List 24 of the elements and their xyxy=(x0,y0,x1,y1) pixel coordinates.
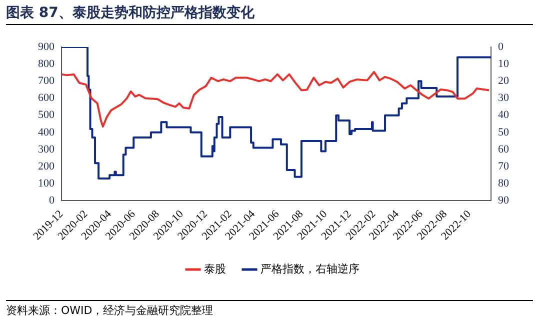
y-tick-label: 600 xyxy=(38,92,55,104)
legend-label: 严格指数，右轴逆序 xyxy=(260,262,360,276)
y-tick-label: 0 xyxy=(49,194,55,207)
y-tick-label: 700 xyxy=(38,75,55,88)
y-tick-label: 900 xyxy=(38,40,55,53)
y2-tick-label: 50 xyxy=(498,126,510,138)
y2-tick-label: 40 xyxy=(498,109,510,122)
y-tick-label: 200 xyxy=(38,160,55,172)
y2-tick-label: 70 xyxy=(498,160,510,172)
y2-tick-label: 20 xyxy=(498,75,510,88)
y-tick-label: 800 xyxy=(38,58,55,70)
y-tick-label: 500 xyxy=(38,109,55,122)
y2-tick-label: 0 xyxy=(498,40,504,53)
y2-tick-label: 80 xyxy=(498,178,510,190)
text: 资料来源：OWID，经济与金融研究院整理 xyxy=(6,300,533,321)
y2-tick-label: 30 xyxy=(498,92,510,104)
y-tick-label: 100 xyxy=(38,178,55,190)
chart-title: 图表 87、泰股走势和防控严格指数变化 xyxy=(6,2,533,25)
y2-tick-label: 90 xyxy=(498,194,510,207)
y-tick-label: 400 xyxy=(38,126,55,138)
y2-tick-label: 60 xyxy=(498,143,510,156)
y2-tick-label: 10 xyxy=(498,58,510,70)
y-tick-label: 300 xyxy=(38,143,55,156)
legend-label: 泰股 xyxy=(204,262,226,276)
